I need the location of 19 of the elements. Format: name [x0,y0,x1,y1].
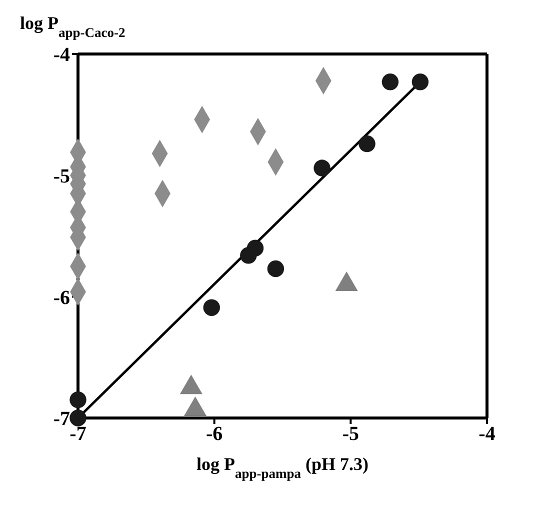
point [70,410,86,426]
y-axis-title: log P$_{app-Caco-2}$ [20,13,126,40]
point [246,240,264,256]
point [358,135,376,152]
point [267,260,284,278]
point [382,74,399,90]
point [314,160,330,176]
y-tick-label: -5 [53,165,70,188]
point [412,74,429,90]
y-tick-label: -4 [53,44,70,66]
x-tick-label: -5 [342,423,360,446]
x-axis-title: log P$_{app-pampa}$ (pH 7.3) [196,454,369,480]
point [203,299,220,316]
point [70,391,86,408]
y-tick-label: -6 [53,286,70,309]
y-tick-label: -7 [53,408,70,430]
x-tick-label: -7 [70,423,86,446]
x-tick-label: -4 [478,423,496,446]
x-tick-label: -6 [206,423,223,446]
